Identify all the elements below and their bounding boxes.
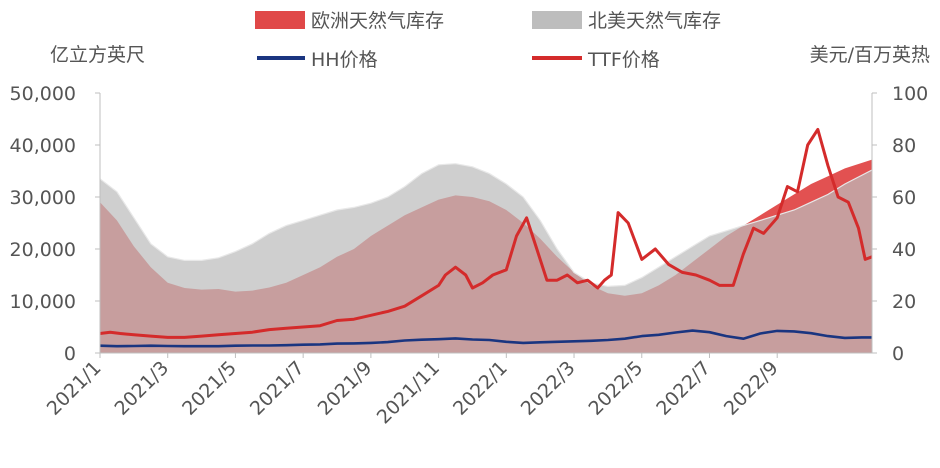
- legend-swatch-na-storage: [532, 11, 582, 29]
- legend: 欧洲天然气库存 北美天然气库存 HH价格 TTF价格: [255, 10, 721, 71]
- y-right-tick-label: 20: [892, 291, 916, 313]
- area-na-storage: [100, 163, 872, 353]
- y-left-tick-label: 0: [64, 343, 76, 365]
- y-left-tick-label: 50,000: [10, 83, 76, 105]
- area-na-storage-edge: [99, 163, 873, 288]
- x-tick-label: 2021/3: [110, 357, 173, 420]
- y-right-tick-label: 60: [892, 187, 916, 209]
- right-axis-unit: 美元/百万英热: [810, 44, 930, 66]
- line-ttf-price: [99, 127, 873, 339]
- line-layer: [99, 127, 873, 348]
- y-left-tick-label: 20,000: [10, 239, 76, 261]
- y-left-tick-label: 40,000: [10, 135, 76, 157]
- legend-swatch-europe-storage: [255, 11, 305, 29]
- y-right-tick-label: 80: [892, 135, 916, 157]
- x-tick-label: 2022/3: [517, 357, 580, 420]
- x-tick-label: 2022/9: [720, 357, 783, 420]
- x-tick-label: 2022/7: [652, 357, 715, 420]
- left-axis-unit: 亿立方英尺: [50, 44, 145, 66]
- legend-label-hh: HH价格: [311, 49, 378, 71]
- legend-label-europe-storage: 欧洲天然气库存: [311, 10, 444, 32]
- x-tick-label: 2021/9: [314, 357, 377, 420]
- y-right-tick-label: 40: [892, 239, 916, 261]
- legend-label-ttf: TTF价格: [587, 49, 660, 71]
- x-tick-label: 2021/7: [246, 357, 309, 420]
- x-tick-label: 2021/1: [43, 357, 106, 420]
- line-hh-price: [99, 329, 872, 348]
- x-tick-label: 2022/1: [449, 357, 512, 420]
- x-tick-label: 2022/5: [584, 357, 647, 420]
- y-right-tick-label: 100: [892, 83, 928, 105]
- legend-label-na-storage: 北美天然气库存: [588, 10, 721, 32]
- y-left-tick-label: 10,000: [10, 291, 76, 313]
- x-tick-label: 2021/11: [373, 357, 444, 428]
- area-layer: [99, 159, 873, 353]
- x-tick-label: 2021/5: [178, 357, 241, 420]
- y-right-tick-label: 0: [892, 343, 904, 365]
- y-left-tick-label: 30,000: [10, 187, 76, 209]
